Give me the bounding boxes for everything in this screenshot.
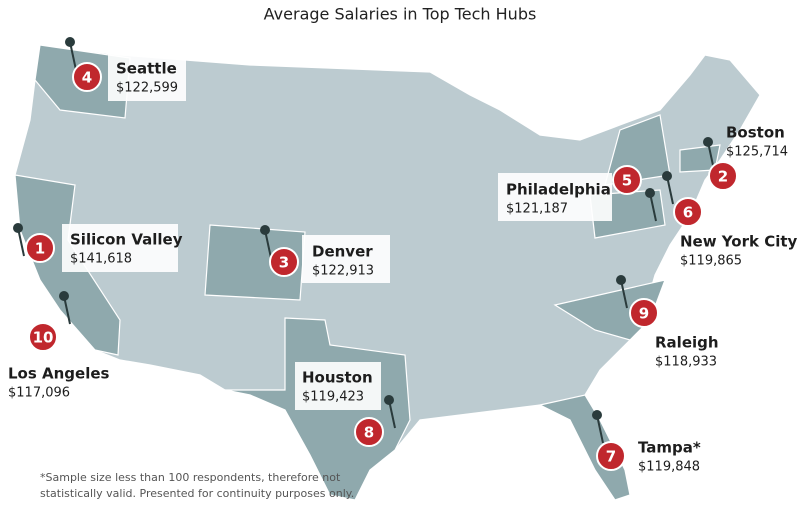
rank-number: 4	[82, 69, 92, 87]
pin-head	[59, 291, 69, 301]
rank-number: 9	[639, 305, 649, 323]
pin-head	[592, 410, 602, 420]
salary: $118,933	[655, 355, 717, 370]
salary: $119,423	[302, 390, 364, 405]
pin-head	[260, 225, 270, 235]
rank-badge	[28, 322, 58, 352]
rank-number: 8	[364, 424, 374, 442]
salary: $125,714	[726, 145, 788, 160]
label-box	[295, 362, 381, 410]
pin-head	[645, 188, 655, 198]
pin-head	[703, 137, 713, 147]
salary: $119,848	[638, 460, 700, 475]
pin-head	[384, 395, 394, 405]
city-name: Seattle	[116, 60, 177, 78]
rank-number: 5	[622, 172, 632, 190]
rank-badge	[673, 197, 703, 227]
city-name: Houston	[302, 369, 373, 387]
city-name: New York City	[680, 233, 798, 251]
label-box	[3, 358, 115, 406]
rank-badge	[629, 298, 659, 328]
city-name: Philadelphia	[506, 181, 611, 199]
pin-head	[662, 171, 672, 181]
label-box	[498, 173, 612, 221]
city-name: Tampa*	[638, 439, 701, 457]
rank-number: 2	[718, 168, 728, 186]
rank-badge	[269, 247, 299, 277]
label-box	[302, 235, 390, 283]
footnote: statistically valid. Presented for conti…	[40, 487, 354, 500]
city-name: Boston	[726, 124, 785, 142]
title: Average Salaries in Top Tech Hubs	[264, 5, 537, 24]
salary: $117,096	[8, 386, 70, 401]
salary: $122,913	[312, 264, 374, 279]
salary: $122,599	[116, 81, 178, 96]
rank-badge	[708, 161, 738, 191]
rank-number: 3	[279, 254, 289, 272]
rank-number: 6	[683, 204, 693, 222]
rank-badge	[72, 62, 102, 92]
label-box	[108, 53, 186, 101]
rank-badge	[596, 441, 626, 471]
footnote: *Sample size less than 100 respondents, …	[40, 471, 341, 484]
rank-badge	[25, 233, 55, 263]
salary: $119,865	[680, 254, 742, 269]
salary: $141,618	[70, 252, 132, 267]
rank-badge	[354, 417, 384, 447]
rank-number: 7	[606, 448, 616, 466]
salary: $121,187	[506, 202, 568, 217]
city-name: Denver	[312, 243, 373, 261]
label-box	[62, 224, 178, 272]
rank-number: 10	[33, 329, 54, 347]
pin-head	[13, 223, 23, 233]
rank-number: 1	[35, 240, 45, 258]
city-name: Silicon Valley	[70, 231, 183, 249]
rank-badge	[612, 165, 642, 195]
city-name: Raleigh	[655, 334, 719, 352]
pin-head	[65, 37, 75, 47]
city-name: Los Angeles	[8, 365, 110, 383]
pin-head	[616, 275, 626, 285]
